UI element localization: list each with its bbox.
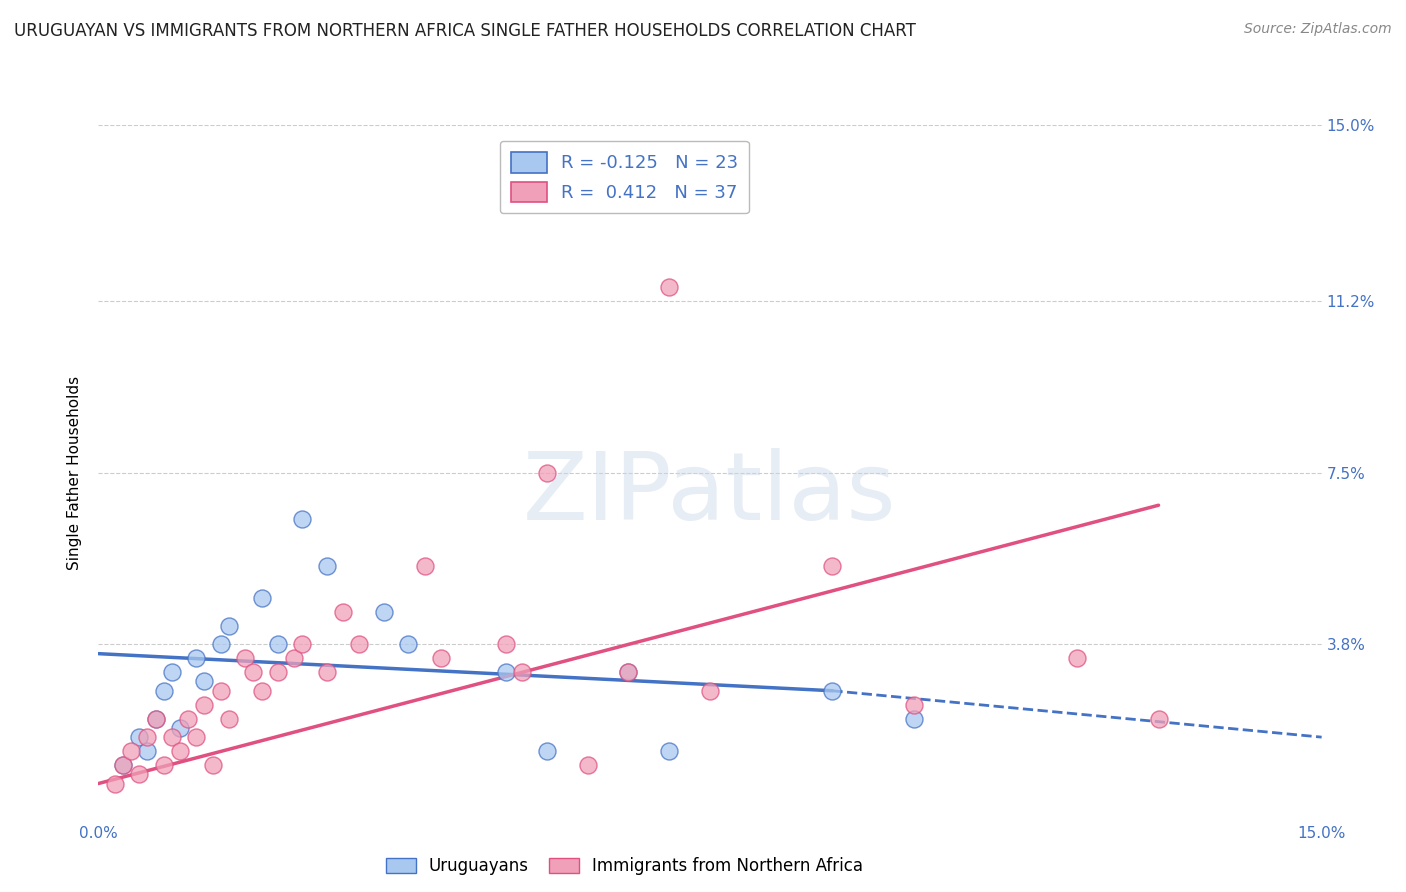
Point (495, 637, 517, 651)
Point (903, 698, 925, 712)
Point (128, 730, 150, 744)
Point (576, 758, 599, 772)
Point (250, 591, 273, 605)
Point (209, 637, 232, 651)
Point (373, 605, 395, 619)
Point (218, 712, 240, 726)
Point (413, 558, 436, 573)
Point (617, 665, 640, 680)
Point (495, 665, 517, 680)
Point (267, 665, 290, 680)
Point (111, 758, 134, 772)
Point (536, 744, 558, 758)
Point (242, 665, 264, 680)
Point (283, 651, 305, 665)
Legend: Uruguayans, Immigrants from Northern Africa: Uruguayans, Immigrants from Northern Afr… (378, 851, 870, 882)
Point (136, 730, 159, 744)
Point (658, 280, 681, 294)
Point (250, 683, 273, 698)
Point (430, 651, 453, 665)
Point (104, 776, 127, 790)
Point (512, 665, 534, 680)
Point (169, 744, 191, 758)
Point (1147, 712, 1170, 726)
Point (291, 512, 314, 526)
Point (160, 665, 183, 680)
Point (617, 665, 640, 680)
Y-axis label: Single Father Households: Single Father Households (67, 376, 83, 570)
Point (186, 651, 208, 665)
Point (349, 637, 371, 651)
Point (536, 466, 558, 480)
Point (315, 558, 337, 573)
Point (396, 637, 419, 651)
Point (120, 744, 142, 758)
Point (332, 605, 354, 619)
Point (169, 721, 191, 735)
Point (903, 712, 925, 726)
Point (128, 767, 150, 781)
Point (821, 558, 844, 573)
Point (152, 683, 174, 698)
Point (136, 744, 159, 758)
Point (152, 758, 174, 772)
Point (658, 744, 681, 758)
Point (145, 712, 167, 726)
Text: URUGUAYAN VS IMMIGRANTS FROM NORTHERN AFRICA SINGLE FATHER HOUSEHOLDS CORRELATIO: URUGUAYAN VS IMMIGRANTS FROM NORTHERN AF… (14, 22, 915, 40)
Point (218, 619, 240, 633)
Point (193, 674, 215, 689)
Point (209, 683, 232, 698)
Point (267, 637, 290, 651)
Point (821, 683, 844, 698)
Point (186, 730, 208, 744)
Point (193, 698, 215, 712)
Point (291, 637, 314, 651)
Point (233, 651, 256, 665)
Point (160, 730, 183, 744)
Point (315, 665, 337, 680)
Point (177, 712, 200, 726)
Text: ZIPatlas: ZIPatlas (523, 448, 897, 540)
Point (699, 683, 721, 698)
Point (201, 758, 224, 772)
Point (1066, 651, 1088, 665)
Point (111, 758, 134, 772)
Text: Source: ZipAtlas.com: Source: ZipAtlas.com (1244, 22, 1392, 37)
Point (145, 712, 167, 726)
